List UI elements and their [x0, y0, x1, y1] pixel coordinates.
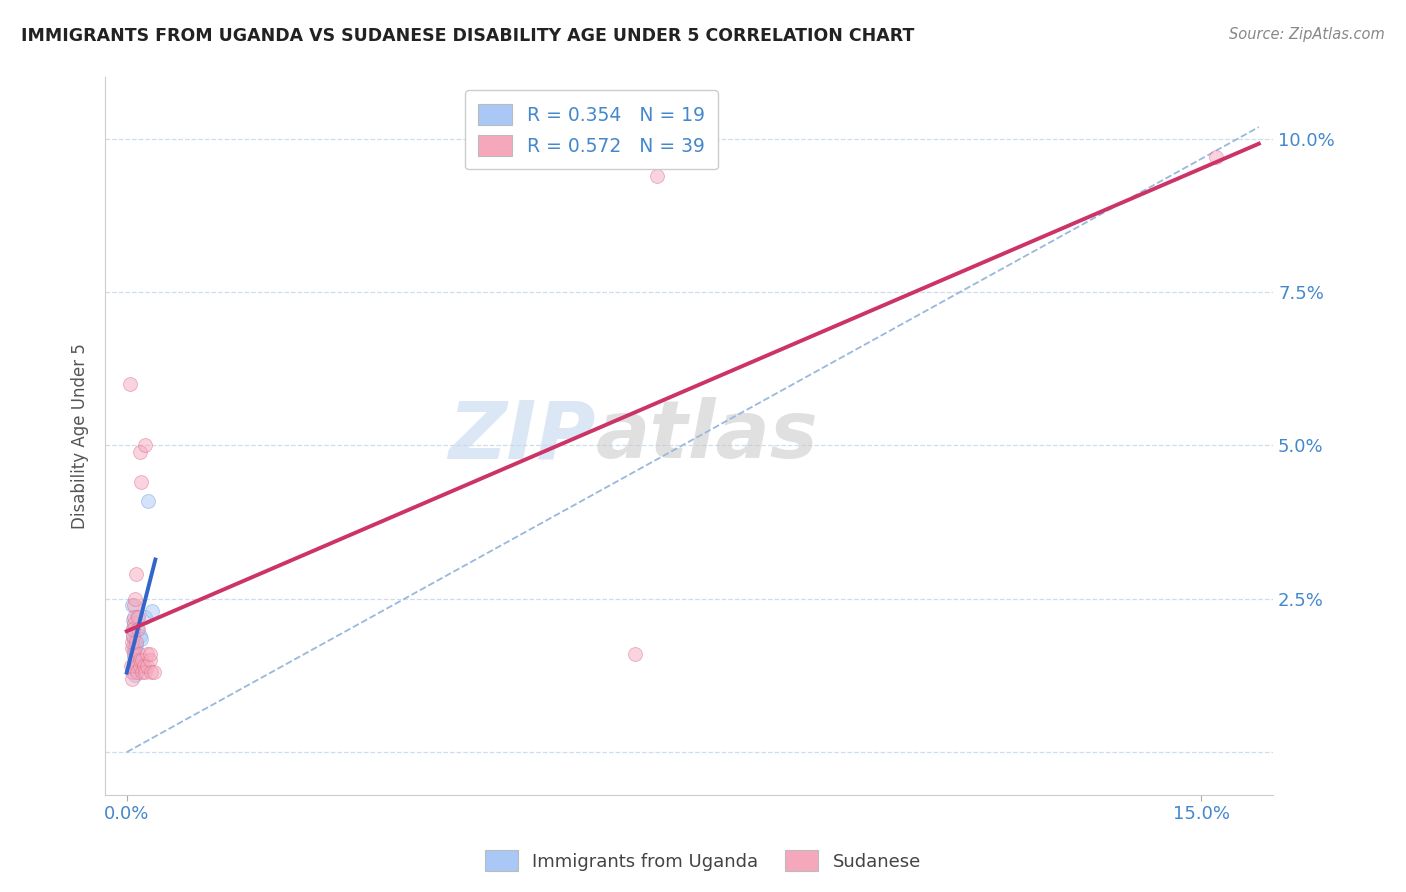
Point	[122, 598, 145, 612]
Point	[125, 567, 148, 582]
Point	[122, 629, 145, 643]
Point	[134, 438, 156, 452]
Point	[138, 647, 160, 661]
Point	[122, 623, 145, 637]
Point	[122, 647, 145, 661]
Point	[122, 650, 145, 665]
Text: atlas: atlas	[596, 397, 818, 475]
Legend: R = 0.354   N = 19, R = 0.572   N = 39: R = 0.354 N = 19, R = 0.572 N = 39	[465, 90, 718, 169]
Point	[131, 665, 153, 680]
Point	[129, 475, 152, 490]
Text: Source: ZipAtlas.com: Source: ZipAtlas.com	[1229, 27, 1385, 42]
Point	[128, 629, 150, 643]
Point	[124, 662, 146, 676]
Text: ZIP: ZIP	[449, 397, 596, 475]
Point	[127, 623, 149, 637]
Point	[132, 659, 155, 673]
Text: IMMIGRANTS FROM UGANDA VS SUDANESE DISABILITY AGE UNDER 5 CORRELATION CHART: IMMIGRANTS FROM UGANDA VS SUDANESE DISAB…	[21, 27, 914, 45]
Point	[141, 604, 163, 618]
Point	[122, 616, 145, 631]
Point	[125, 634, 148, 648]
Point	[122, 656, 145, 670]
Point	[1205, 150, 1227, 164]
Y-axis label: Disability Age Under 5: Disability Age Under 5	[72, 343, 89, 529]
Point	[127, 610, 149, 624]
Point	[127, 659, 149, 673]
Point	[121, 634, 143, 648]
Point	[127, 665, 149, 680]
Point	[135, 659, 157, 673]
Point	[120, 659, 142, 673]
Point	[125, 610, 148, 624]
Point	[120, 377, 142, 392]
Point	[139, 665, 162, 680]
Point	[138, 653, 160, 667]
Point	[124, 591, 146, 606]
Point	[121, 672, 143, 686]
Point	[624, 647, 647, 661]
Point	[129, 632, 152, 646]
Point	[122, 613, 145, 627]
Point	[122, 629, 145, 643]
Point	[136, 493, 159, 508]
Point	[122, 634, 145, 648]
Point	[128, 659, 150, 673]
Point	[128, 647, 150, 661]
Point	[122, 623, 145, 637]
Point	[122, 644, 145, 658]
Point	[142, 665, 165, 680]
Point	[121, 640, 143, 655]
Point	[134, 610, 156, 624]
Point	[128, 444, 150, 458]
Point	[121, 598, 143, 612]
Point	[134, 665, 156, 680]
Point	[122, 610, 145, 624]
Point	[121, 665, 143, 680]
Point	[124, 653, 146, 667]
Legend: Immigrants from Uganda, Sudanese: Immigrants from Uganda, Sudanese	[478, 843, 928, 879]
Point	[124, 668, 146, 682]
Point	[131, 653, 153, 667]
Point	[135, 647, 157, 661]
Point	[128, 653, 150, 667]
Point	[645, 169, 668, 183]
Point	[122, 640, 145, 655]
Point	[127, 623, 149, 637]
Point	[125, 638, 148, 652]
